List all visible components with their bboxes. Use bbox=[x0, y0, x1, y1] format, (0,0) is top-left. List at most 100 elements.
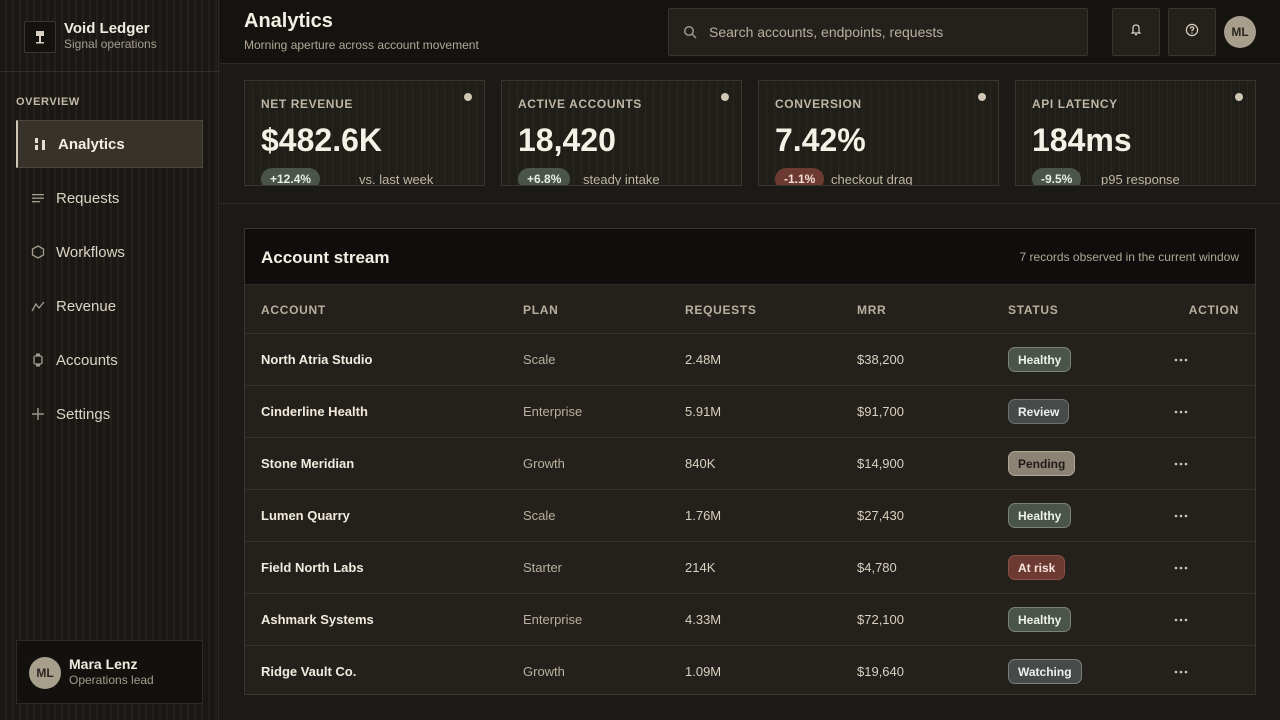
metric-delta-badge: +6.8% bbox=[518, 168, 571, 185]
nav-section-label: OVERVIEW bbox=[16, 96, 80, 108]
account-name: North Atria Studio bbox=[261, 352, 373, 367]
column-header-mrr[interactable]: MRR bbox=[857, 303, 887, 317]
more-actions-icon[interactable] bbox=[1169, 452, 1193, 476]
status-badge: At risk bbox=[1008, 555, 1066, 580]
profile-name: Mara Lenz bbox=[69, 656, 138, 672]
status-badge: Healthy bbox=[1008, 503, 1072, 528]
sidebar-item-label: Revenue bbox=[56, 297, 117, 315]
sidebar-item-label: Settings bbox=[56, 405, 111, 423]
status-dot bbox=[464, 93, 472, 101]
sidebar-item-requests[interactable]: Requests bbox=[16, 174, 203, 222]
brand-name: Void Ledger bbox=[64, 20, 150, 37]
trend-line-icon bbox=[30, 298, 46, 314]
header-avatar[interactable]: ML bbox=[1224, 16, 1256, 48]
metric-delta-badge: +12.4% bbox=[261, 168, 321, 185]
sidebar-item-accounts[interactable]: Accounts bbox=[16, 336, 203, 384]
table-row[interactable]: Lumen Quarry Scale 1.76M $27,430 Healthy bbox=[245, 490, 1255, 542]
sidebar-item-label: Accounts bbox=[56, 351, 118, 369]
column-header-status[interactable]: STATUS bbox=[1008, 303, 1059, 317]
table-row[interactable]: Stone Meridian Growth 840K $14,900 Pendi… bbox=[245, 438, 1255, 490]
metric-card-active-accounts: ACTIVE ACCOUNTS 18,420 +6.8% steady inta… bbox=[501, 80, 742, 186]
status-badge: Pending bbox=[1008, 451, 1076, 476]
plan-cell: Growth bbox=[523, 456, 565, 471]
mrr-cell: $27,430 bbox=[857, 508, 904, 523]
help-button[interactable] bbox=[1168, 8, 1216, 56]
metric-card-api-latency: API LATENCY 184ms -9.5% p95 response bbox=[1015, 80, 1256, 186]
requests-cell: 1.09M bbox=[685, 664, 722, 679]
user-profile[interactable]: ML Mara Lenz Operations lead bbox=[16, 640, 203, 704]
status-badge: Review bbox=[1008, 399, 1070, 424]
plus-icon bbox=[30, 406, 46, 422]
column-header-action: ACTION bbox=[1188, 303, 1239, 317]
avatar: ML bbox=[29, 657, 61, 689]
page-subtitle: Morning aperture across account movement bbox=[244, 38, 479, 52]
requests-cell: 214K bbox=[685, 560, 716, 575]
search-box[interactable] bbox=[668, 8, 1088, 56]
column-header-account[interactable]: ACCOUNT bbox=[261, 303, 326, 317]
metric-value: 18,420 bbox=[518, 122, 616, 158]
sidebar-item-workflows[interactable]: Workflows bbox=[16, 228, 203, 276]
metric-value: 7.42% bbox=[775, 122, 866, 158]
more-actions-icon[interactable] bbox=[1169, 348, 1193, 372]
requests-cell: 4.33M bbox=[685, 612, 722, 627]
metric-value: $482.6K bbox=[261, 122, 382, 158]
search-input[interactable] bbox=[709, 24, 1069, 40]
table-row[interactable]: Field North Labs Starter 214K $4,780 At … bbox=[245, 542, 1255, 594]
metric-note: p95 response bbox=[1101, 172, 1180, 186]
account-name: Ridge Vault Co. bbox=[261, 664, 357, 679]
table-header: ACCOUNT PLAN REQUESTS MRR STATUS ACTION bbox=[245, 286, 1255, 334]
metric-card-conversion: CONVERSION 7.42% -1.1% checkout drag bbox=[758, 80, 999, 186]
more-actions-icon[interactable] bbox=[1169, 504, 1193, 528]
table-row[interactable]: Ridge Vault Co. Growth 1.09M $19,640 Wat… bbox=[245, 646, 1255, 698]
mrr-cell: $19,640 bbox=[857, 664, 904, 679]
panel-header: Account stream 7 records observed in the… bbox=[245, 229, 1255, 285]
profile-role: Operations lead bbox=[69, 673, 154, 687]
plan-cell: Growth bbox=[523, 664, 565, 679]
sidebar-item-settings[interactable]: Settings bbox=[16, 390, 203, 438]
requests-cell: 1.76M bbox=[685, 508, 722, 523]
metric-label: API LATENCY bbox=[1032, 97, 1118, 111]
table-row[interactable]: North Atria Studio Scale 2.48M $38,200 H… bbox=[245, 334, 1255, 386]
metric-label: ACTIVE ACCOUNTS bbox=[518, 97, 642, 111]
more-actions-icon[interactable] bbox=[1169, 556, 1193, 580]
requests-cell: 2.48M bbox=[685, 352, 722, 367]
status-badge: Healthy bbox=[1008, 347, 1072, 372]
column-header-requests[interactable]: REQUESTS bbox=[685, 303, 757, 317]
mrr-cell: $38,200 bbox=[857, 352, 904, 367]
metric-note: checkout drag bbox=[831, 172, 913, 186]
more-actions-icon[interactable] bbox=[1169, 608, 1193, 632]
sidebar-item-analytics[interactable]: Analytics bbox=[16, 120, 203, 168]
mrr-cell: $72,100 bbox=[857, 612, 904, 627]
plan-cell: Enterprise bbox=[523, 612, 583, 627]
sidebar-item-label: Workflows bbox=[56, 243, 125, 261]
status-dot bbox=[721, 93, 729, 101]
status-badge: Watching bbox=[1008, 659, 1082, 684]
plan-cell: Scale bbox=[523, 508, 556, 523]
sidebar-item-label: Analytics bbox=[58, 135, 125, 153]
account-name: Field North Labs bbox=[261, 560, 364, 575]
status-dot bbox=[978, 93, 986, 101]
hexagon-icon bbox=[30, 244, 46, 260]
status-badge: Healthy bbox=[1008, 607, 1072, 632]
brand: Void Ledger Signal operations bbox=[0, 0, 219, 72]
table-row[interactable]: Ashmark Systems Enterprise 4.33M $72,100… bbox=[245, 594, 1255, 646]
metric-note: vs. last week bbox=[359, 172, 434, 186]
sidebar-item-label: Requests bbox=[56, 189, 120, 207]
mrr-cell: $4,780 bbox=[857, 560, 897, 575]
account-stream-panel: Account stream 7 records observed in the… bbox=[244, 228, 1256, 695]
more-actions-icon[interactable] bbox=[1169, 660, 1193, 684]
sidebar-item-revenue[interactable]: Revenue bbox=[16, 282, 203, 330]
watch-icon bbox=[30, 352, 46, 368]
metric-label: NET REVENUE bbox=[261, 97, 353, 111]
metric-note: steady intake bbox=[583, 172, 660, 186]
column-header-plan[interactable]: PLAN bbox=[523, 303, 559, 317]
table-row[interactable]: Cinderline Health Enterprise 5.91M $91,7… bbox=[245, 386, 1255, 438]
metric-card-net-revenue: NET REVENUE $482.6K +12.4% vs. last week bbox=[244, 80, 485, 186]
brand-subtitle: Signal operations bbox=[64, 37, 157, 51]
requests-cell: 5.91M bbox=[685, 404, 722, 419]
requests-cell: 840K bbox=[685, 456, 716, 471]
notifications-button[interactable] bbox=[1112, 8, 1160, 56]
mrr-cell: $14,900 bbox=[857, 456, 904, 471]
metric-value: 184ms bbox=[1032, 122, 1132, 158]
more-actions-icon[interactable] bbox=[1169, 400, 1193, 424]
